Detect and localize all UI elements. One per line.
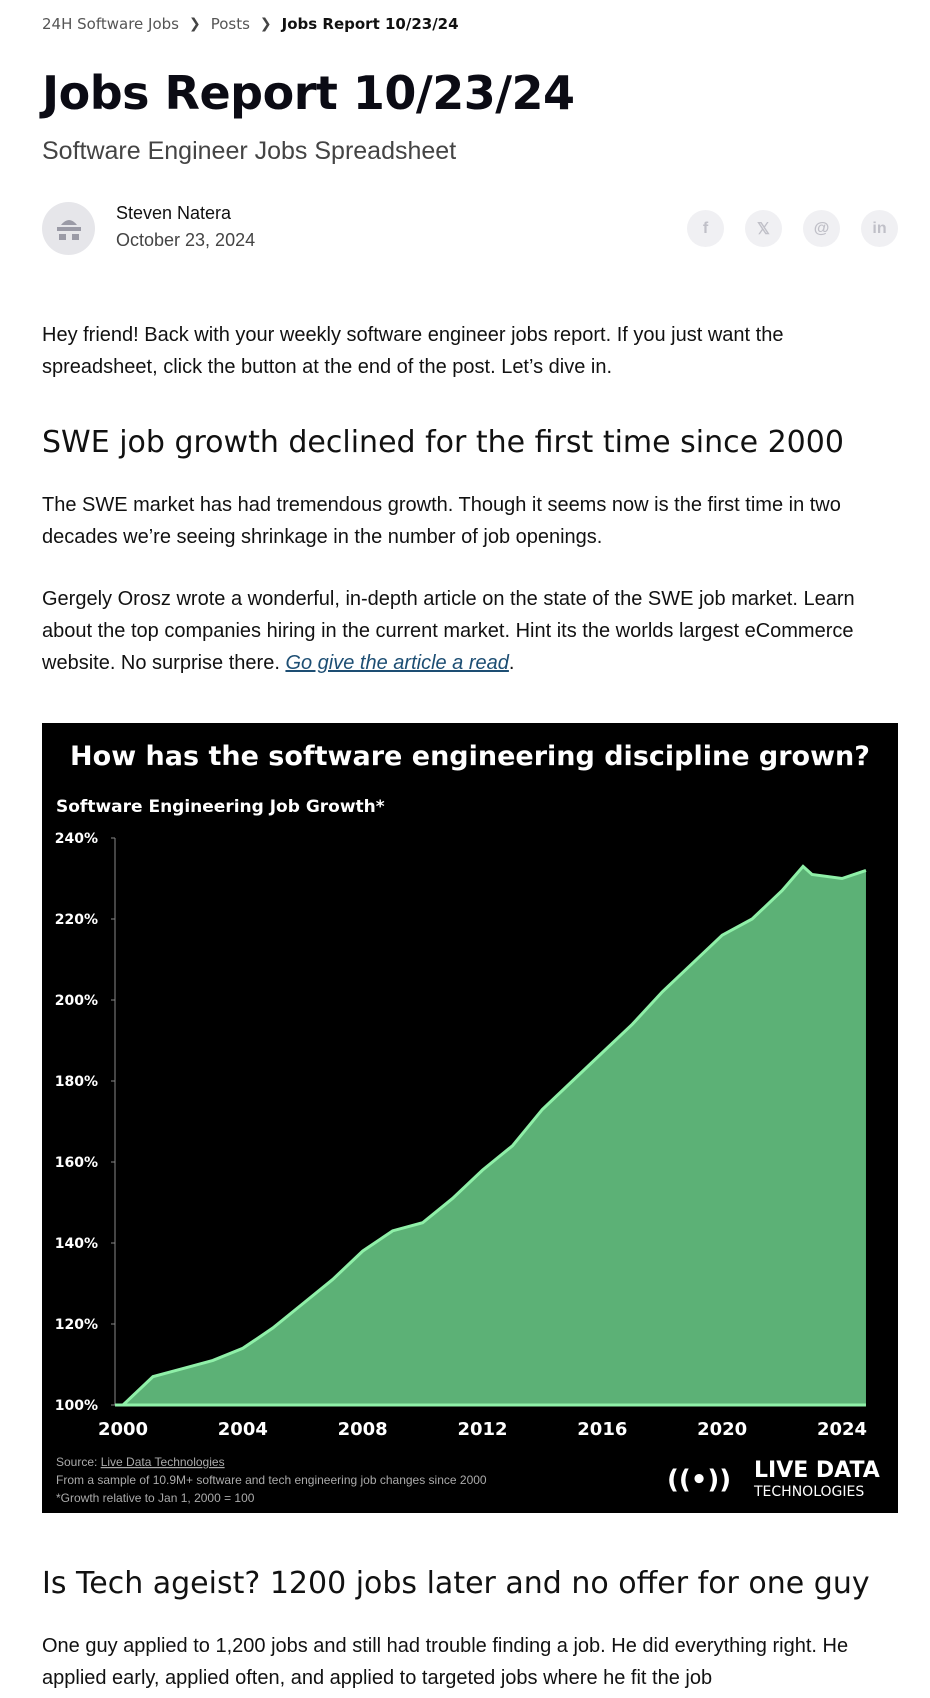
broadcast-icon: ((•))	[667, 1465, 731, 1495]
y-tick-label: 200%	[55, 993, 98, 1009]
share-buttons: f 𝕏 @ in	[687, 210, 898, 247]
author-logo-icon	[56, 219, 81, 240]
job-growth-chart-image: How has the software engineering discipl…	[42, 723, 898, 1513]
page-subtitle: Software Engineer Jobs Spreadsheet	[42, 137, 457, 165]
y-tick-label: 100%	[55, 1398, 98, 1414]
x-tick-label: 2008	[338, 1419, 388, 1440]
linkedin-icon[interactable]: in	[861, 210, 898, 247]
x-tick-label: 2004	[218, 1419, 268, 1440]
logo-text: LIVE DATA	[754, 1458, 880, 1483]
y-tick-label: 160%	[55, 1155, 98, 1171]
x-tick-label: 2024	[817, 1419, 867, 1440]
chevron-right-icon: ❯	[188, 16, 201, 32]
logo-text: TECHNOLOGIES	[753, 1484, 864, 1500]
page-title: Jobs Report 10/23/24	[42, 66, 575, 120]
publish-date: October 23, 2024	[116, 230, 256, 250]
y-tick-label: 240%	[55, 831, 98, 847]
chevron-right-icon: ❯	[259, 16, 272, 32]
x-tick-label: 2020	[697, 1419, 747, 1440]
article-link[interactable]: Go give the article a read	[285, 652, 509, 674]
source-link: Live Data Technologies	[101, 1455, 225, 1469]
y-tick-label: 220%	[55, 912, 98, 928]
breadcrumb-posts[interactable]: Posts	[210, 15, 250, 33]
y-tick-label: 140%	[55, 1236, 98, 1252]
intro-paragraph: Hey friend! Back with your weekly softwa…	[42, 324, 784, 378]
area-fill	[123, 866, 866, 1405]
x-tick-label: 2012	[457, 1419, 507, 1440]
chart-title: How has the software engineering discipl…	[70, 741, 870, 772]
chart-note: *Growth relative to Jan 1, 2000 = 100	[56, 1491, 255, 1505]
paragraph-text: .	[508, 652, 515, 674]
breadcrumb-home[interactable]: 24H Software Jobs	[42, 15, 179, 33]
breadcrumb-current: Jobs Report 10/23/24	[281, 15, 459, 33]
section-heading: SWE job growth declined for the first ti…	[42, 425, 844, 460]
y-tick-label: 120%	[55, 1317, 98, 1333]
threads-icon[interactable]: @	[803, 210, 840, 247]
x-tick-label: 2016	[577, 1419, 627, 1440]
x-icon[interactable]: 𝕏	[745, 210, 782, 247]
paragraph: Gergely Orosz wrote a wonderful, in-dept…	[42, 583, 902, 679]
section-heading: Is Tech ageist? 1200 jobs later and no o…	[42, 1566, 870, 1601]
y-tick-label: 180%	[55, 1074, 98, 1090]
chart-subtitle: Software Engineering Job Growth*	[56, 797, 385, 817]
avatar[interactable]	[42, 202, 95, 255]
chart-source: Source: Live Data Technologies	[56, 1455, 225, 1469]
author-name[interactable]: Steven Natera	[116, 203, 232, 223]
facebook-icon[interactable]: f	[687, 210, 724, 247]
paragraph: The SWE market has had tremendous growth…	[42, 494, 841, 548]
chart-svg: How has the software engineering discipl…	[55, 741, 880, 1505]
paragraph: One guy applied to 1,200 jobs and still …	[42, 1635, 849, 1689]
chart-note: From a sample of 10.9M+ software and tec…	[56, 1473, 487, 1487]
x-tick-label: 2000	[98, 1419, 148, 1440]
breadcrumb: 24H Software Jobs ❯ Posts ❯ Jobs Report …	[42, 15, 459, 33]
paragraph-text: Gergely Orosz wrote a wonderful, in-dept…	[42, 588, 855, 674]
